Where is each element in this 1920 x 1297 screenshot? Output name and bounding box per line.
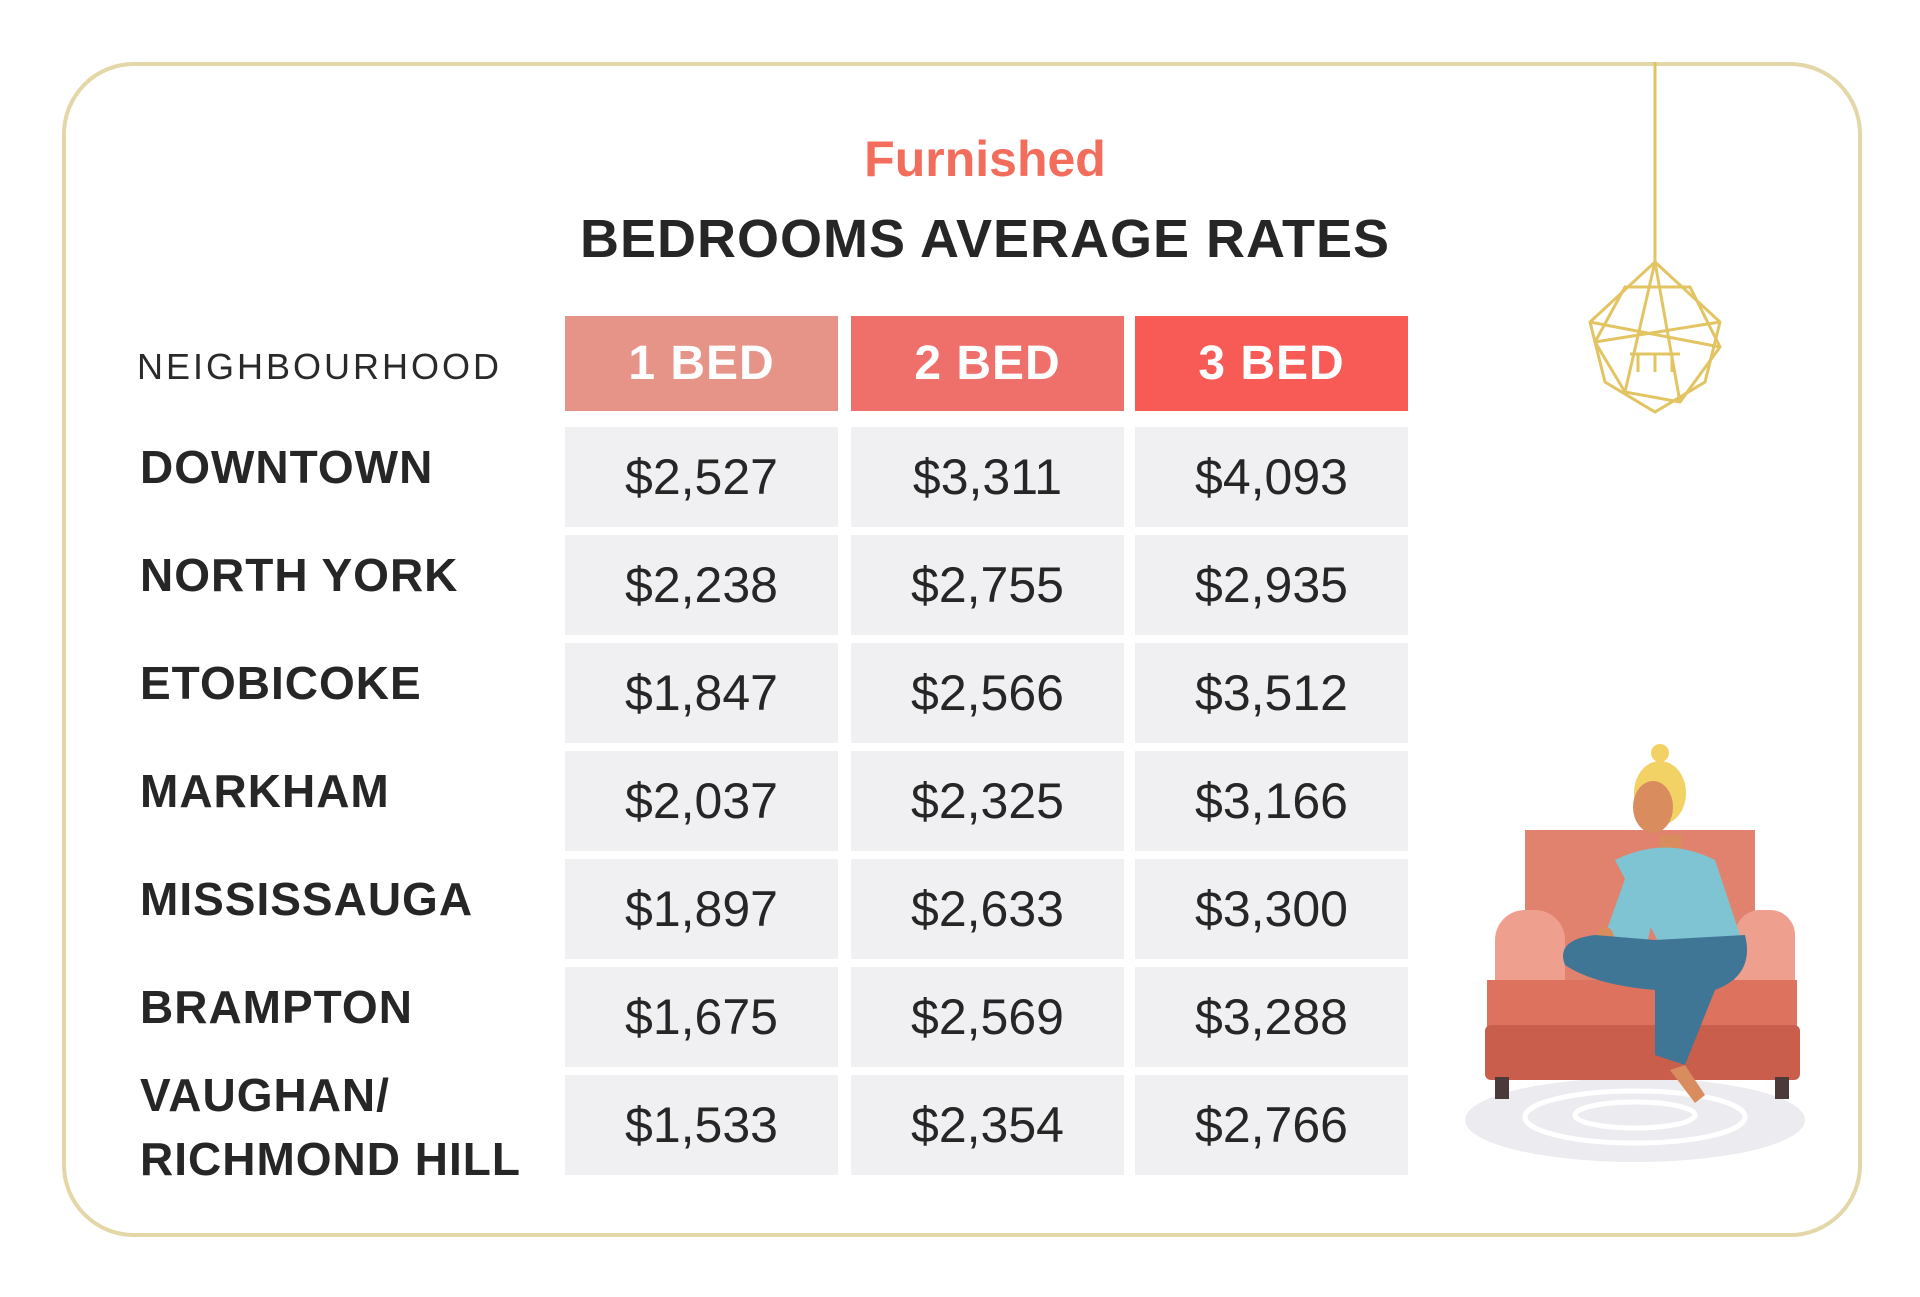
page-title: BEDROOMS AVERAGE RATES: [579, 209, 1391, 269]
rate-cell: $2,569: [851, 967, 1124, 1067]
neighbourhood-label: ETOBICOKE: [140, 657, 422, 709]
neighbourhood-label: DOWNTOWN: [140, 441, 434, 493]
rate-cell: $2,325: [851, 751, 1124, 851]
rate-cell: $2,238: [565, 535, 838, 635]
rate-cell: $3,166: [1135, 751, 1408, 851]
neighbourhood-header: NEIGHBOURHOOD: [137, 346, 503, 387]
column-header-1-bed: 1 BED: [565, 316, 838, 411]
rate-cell: $2,566: [851, 643, 1124, 743]
rate-cell: $2,755: [851, 535, 1124, 635]
rate-cell: $1,675: [565, 967, 838, 1067]
neighbourhood-label: VAUGHAN/RICHMOND HILL: [140, 1069, 521, 1185]
neighbourhood-label: NORTH YORK: [140, 549, 459, 601]
neighbourhood-label: MISSISSAUGA: [140, 873, 474, 925]
rate-cell: $2,527: [565, 427, 838, 527]
neighbourhood-label: MARKHAM: [140, 765, 390, 817]
column-header-3-bed: 3 BED: [1135, 316, 1408, 411]
chandelier-icon: [1588, 62, 1722, 414]
subtitle: Furnished: [864, 131, 1106, 187]
rate-cell: $2,766: [1135, 1075, 1408, 1175]
rate-cell: $3,300: [1135, 859, 1408, 959]
person-on-sofa-illustration: [1465, 744, 1805, 1162]
rate-cell: $1,847: [565, 643, 838, 743]
rate-cell: $1,897: [565, 859, 838, 959]
rate-cell: $1,533: [565, 1075, 838, 1175]
rate-cell: $3,512: [1135, 643, 1408, 743]
rate-cell: $3,311: [851, 427, 1124, 527]
rate-cell: $3,288: [1135, 967, 1408, 1067]
rate-cell: $2,935: [1135, 535, 1408, 635]
rate-cell: $2,354: [851, 1075, 1124, 1175]
column-header-2-bed: 2 BED: [851, 316, 1124, 411]
rate-cell: $4,093: [1135, 427, 1408, 527]
neighbourhood-label: BRAMPTON: [140, 981, 413, 1033]
rate-cell: $2,037: [565, 751, 838, 851]
rate-cell: $2,633: [851, 859, 1124, 959]
